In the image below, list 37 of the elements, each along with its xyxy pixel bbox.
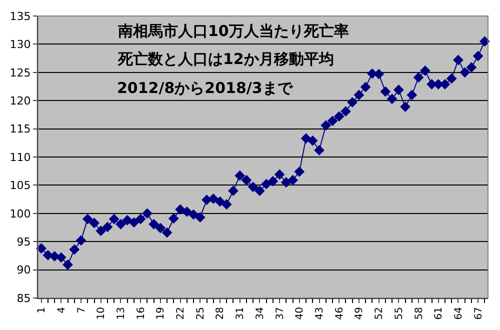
x-tick-label: 19: [156, 307, 167, 320]
x-tick-label: 49: [354, 307, 366, 320]
annotation: 死亡数と人口は12か月移動平均: [117, 50, 334, 68]
y-tick-label: 120: [10, 94, 31, 108]
x-tick-label: 58: [414, 307, 425, 320]
annotation: 2012/8から2018/3まで: [117, 79, 294, 97]
x-tick-label: 28: [215, 307, 226, 320]
y-tick-label: 135: [10, 10, 31, 23]
y-tick-label: 95: [16, 235, 31, 248]
x-tick-label: 4: [56, 307, 68, 314]
x-tick-label: 61: [434, 307, 445, 320]
x-tick-label: 1: [36, 307, 48, 314]
x-tick-label: 37: [274, 307, 286, 320]
y-tick-label: 115: [10, 122, 31, 136]
y-tick-label: 85: [16, 292, 31, 305]
text: 南相馬市人口10万人当たり死亡率: [117, 22, 349, 40]
y-tick-label: 125: [10, 66, 31, 80]
x-tick-label: 40: [294, 307, 306, 320]
y-tick-label: 110: [10, 150, 31, 164]
x-tick-label: 22: [176, 307, 187, 320]
x-tick-label: 67: [473, 307, 484, 320]
x-tick-label: 46: [334, 307, 346, 320]
x-tick-label: 55: [394, 307, 405, 320]
x-tick-label: 64: [453, 307, 464, 320]
y-tick-label: 105: [10, 179, 31, 192]
x-tick-label: 25: [195, 307, 206, 320]
y-tick-label: 90: [16, 264, 31, 277]
x-tick-label: 16: [136, 307, 147, 320]
x-tick-label: 43: [314, 307, 326, 320]
x-tick-label: 34: [254, 307, 266, 320]
x-tick-label: 7: [76, 307, 88, 314]
y-tick-label: 100: [10, 207, 31, 220]
x-tick-label: 13: [116, 307, 127, 320]
y-tick-label: 130: [10, 38, 31, 52]
x-tick-label: 10: [96, 307, 108, 320]
x-tick-label: 31: [235, 307, 246, 320]
x-tick-label: 52: [374, 307, 386, 320]
